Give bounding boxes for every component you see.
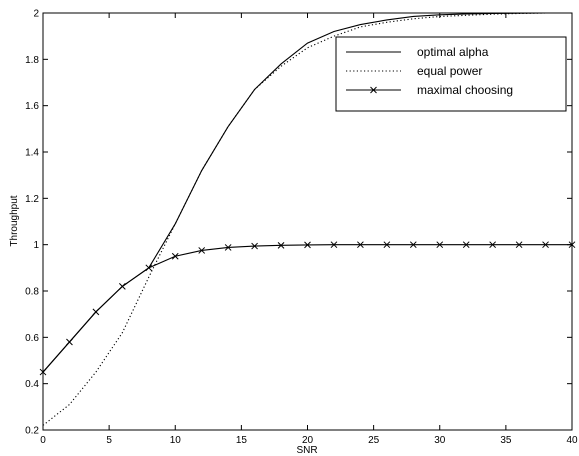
x-axis-label: SNR <box>296 445 317 456</box>
y-tick-label-2: 0.6 <box>25 333 39 344</box>
x-tick-label-2: 10 <box>170 435 182 446</box>
series-point-maximal-choosing-19 <box>542 241 549 249</box>
y-tick-label-3: 0.8 <box>25 287 39 298</box>
series-point-maximal-choosing-12 <box>357 241 364 249</box>
x-tick-label-4: 20 <box>302 435 314 446</box>
series-point-maximal-choosing-1 <box>66 338 73 346</box>
x-tick-label-3: 15 <box>236 435 248 446</box>
y-tick-label-1: 0.4 <box>25 379 39 390</box>
legend-marker-maximal-choosing <box>370 86 377 94</box>
series-point-maximal-choosing-15 <box>436 241 444 249</box>
x-tick-label-5: 25 <box>368 435 380 446</box>
x-tick-label-1: 5 <box>106 435 112 446</box>
x-tick-label-7: 35 <box>500 435 512 446</box>
x-tick-label-8: 40 <box>566 435 578 446</box>
y-tick-label-4: 1 <box>33 240 39 251</box>
x-tick-label-6: 30 <box>434 435 446 446</box>
series-point-maximal-choosing-4 <box>145 264 153 272</box>
series-point-maximal-choosing-0 <box>39 368 47 376</box>
series-point-maximal-choosing-3 <box>118 283 126 290</box>
series-point-maximal-choosing-14 <box>409 241 417 249</box>
series-point-maximal-choosing-7 <box>224 244 232 251</box>
y-tick-label-8: 1.8 <box>25 55 39 66</box>
series-point-maximal-choosing-16 <box>462 241 470 249</box>
y-tick-label-9: 2 <box>33 9 39 20</box>
legend-label-equal-power: equal power <box>417 64 482 78</box>
series-point-maximal-choosing-20 <box>568 241 576 249</box>
y-axis-label: Throughput <box>9 195 20 246</box>
series-point-maximal-choosing-5 <box>171 252 179 260</box>
series-point-maximal-choosing-18 <box>515 241 523 249</box>
series-point-maximal-choosing-6 <box>198 247 206 254</box>
series-point-maximal-choosing-8 <box>251 242 258 250</box>
y-tick-label-5: 1.2 <box>25 194 39 205</box>
series-point-maximal-choosing-13 <box>383 241 391 249</box>
legend: optimal alpha equal power maximal choosing <box>335 36 567 112</box>
series-point-maximal-choosing-11 <box>330 241 338 249</box>
series-point-maximal-choosing-2 <box>92 308 100 316</box>
y-tick-label-0: 0.2 <box>25 426 39 437</box>
legend-box <box>335 36 567 112</box>
x-tick-label-0: 0 <box>40 435 46 446</box>
series-point-maximal-choosing-9 <box>277 242 285 249</box>
legend-label-optimal-alpha: optimal alpha <box>417 45 489 59</box>
series-point-maximal-choosing-17 <box>489 241 497 249</box>
y-tick-label-7: 1.6 <box>25 101 39 112</box>
series-layer <box>39 12 576 426</box>
axis-ticks: 0 5 10 15 20 25 30 35 40 0.2 0.4 0.6 0.8 1 1.2 1.4 1.6 1.… <box>25 9 578 447</box>
y-tick-label-6: 1.4 <box>25 148 39 159</box>
legend-label-maximal-choosing: maximal choosing <box>417 83 513 97</box>
series-line-equal-power <box>42 12 572 426</box>
series-point-maximal-choosing-10 <box>304 241 311 249</box>
